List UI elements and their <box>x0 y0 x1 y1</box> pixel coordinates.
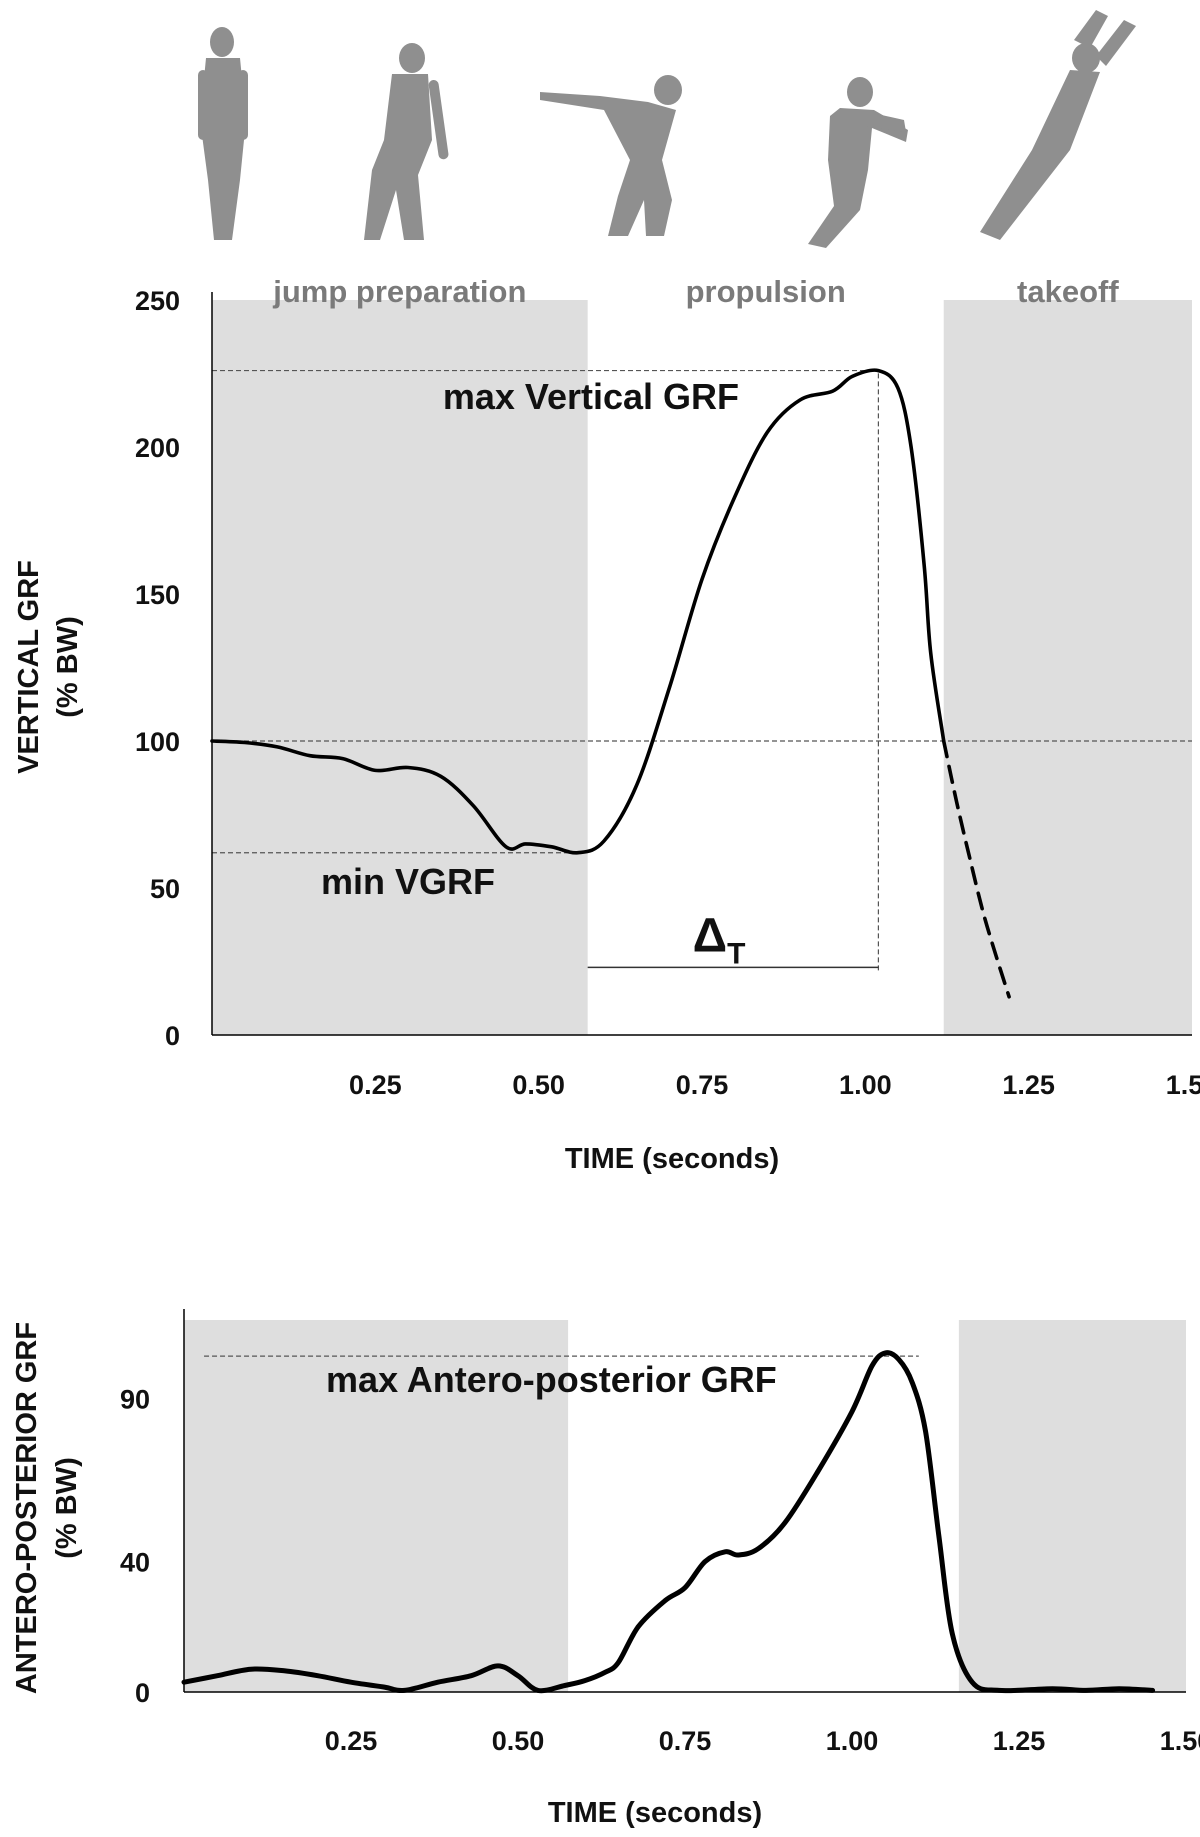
standing-figure-icon <box>198 27 248 240</box>
x-tick-label-2: 0.75 <box>676 1070 729 1100</box>
phase-label-0: jump preparation <box>272 274 526 309</box>
series-line-0 <box>181 1350 1156 1694</box>
crouch-figure-icon <box>364 43 449 240</box>
antero-posterior-grf-chart: 0 40 90 0.25 0.50 0.75 1.00 1.25 1.50 TIME (secon… <box>11 1309 1200 1829</box>
phase-shade-0 <box>184 1320 569 1692</box>
y-tick-label-1: 50 <box>150 874 180 904</box>
y-tick-label-5: 250 <box>135 286 180 316</box>
series-line-0 <box>210 368 946 855</box>
y-axis-title: ANTERO-POSTERIOR GRF <box>11 1322 43 1694</box>
y-tick-label-2: 90 <box>120 1385 150 1415</box>
y-tick-label-2: 100 <box>135 727 180 757</box>
y-axis-title: VERTICAL GRF <box>13 560 45 774</box>
delta-symbol: Δ <box>693 909 728 962</box>
x-tick-label-2: 0.75 <box>659 1726 712 1756</box>
extension-arms-forward-figure-icon <box>808 77 908 248</box>
x-tick-label-0: 0.25 <box>325 1726 378 1756</box>
deep-crouch-arms-back-figure-icon <box>540 75 682 236</box>
y-tick-label-0: 0 <box>165 1021 180 1051</box>
x-tick-label-5: 1.50 <box>1160 1726 1200 1756</box>
annotation-1: min VGRF <box>321 861 495 902</box>
y-tick-label-1: 40 <box>120 1548 150 1578</box>
phase-label-2: takeoff <box>1017 274 1119 309</box>
takeoff-figure-icon <box>980 10 1136 240</box>
x-tick-label-5: 1.50 <box>1166 1070 1200 1100</box>
x-tick-label-4: 1.25 <box>993 1726 1046 1756</box>
x-tick-label-3: 1.00 <box>839 1070 892 1100</box>
y-tick-label-3: 150 <box>135 580 180 610</box>
phase-shade-2 <box>943 300 1192 1035</box>
x-tick-label-4: 1.25 <box>1002 1070 1055 1100</box>
x-axis-title: TIME (seconds) <box>548 1797 762 1829</box>
phase-label-1: propulsion <box>686 274 846 309</box>
series-line-1-dashed <box>941 739 1011 999</box>
x-axis-title: TIME (seconds) <box>565 1143 779 1175</box>
y-tick-label-0: 0 <box>135 1678 150 1708</box>
y-axis-unit: (% BW) <box>52 616 84 717</box>
phase-shade-0 <box>212 300 588 1035</box>
annotation-0: max Antero-posterior GRF <box>326 1359 777 1400</box>
vertical-grf-chart: jump preparation propulsion takeoff ΔT 0 50 10… <box>13 274 1200 1175</box>
y-axis-unit: (% BW) <box>51 1457 83 1558</box>
annotation-0: max Vertical GRF <box>443 376 739 417</box>
x-tick-label-1: 0.50 <box>492 1726 545 1756</box>
phase-shade-2 <box>958 1320 1186 1692</box>
delta-t-label: ΔT <box>693 909 746 970</box>
x-tick-label-0: 0.25 <box>349 1070 402 1100</box>
x-tick-label-3: 1.00 <box>826 1726 879 1756</box>
x-tick-label-1: 0.50 <box>512 1070 565 1100</box>
y-tick-label-4: 200 <box>135 433 180 463</box>
delta-subscript: T <box>727 937 745 970</box>
